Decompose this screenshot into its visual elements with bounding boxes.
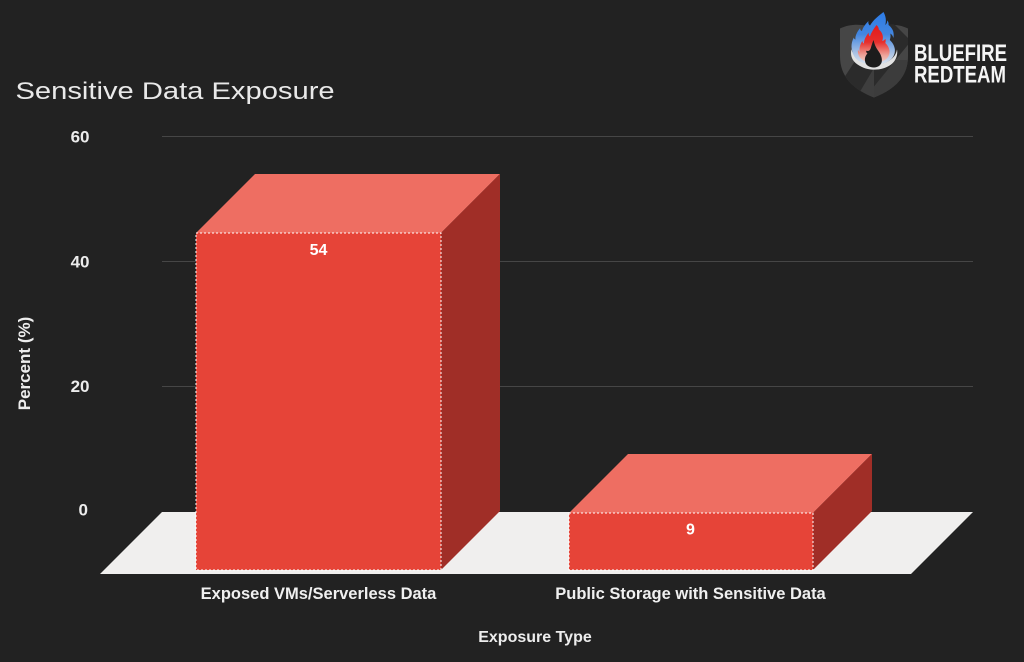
svg-text:0: 0 — [79, 501, 88, 520]
svg-text:Public Storage with Sensitive: Public Storage with Sensitive Data — [555, 585, 826, 603]
svg-text:Percent (%): Percent (%) — [15, 317, 34, 411]
svg-text:Exposure Type: Exposure Type — [478, 629, 592, 646]
svg-text:60: 60 — [71, 128, 90, 147]
svg-text:Sensitive Data Exposure: Sensitive Data Exposure — [16, 77, 335, 104]
svg-text:54: 54 — [310, 242, 328, 259]
svg-text:40: 40 — [71, 253, 90, 272]
svg-text:9: 9 — [686, 522, 695, 539]
svg-text:BLUEFIRE: BLUEFIRE — [914, 40, 1007, 67]
svg-text:20: 20 — [71, 377, 90, 396]
svg-text:Exposed VMs/Serverless Data: Exposed VMs/Serverless Data — [201, 585, 438, 603]
svg-text:REDTEAM: REDTEAM — [914, 62, 1006, 89]
